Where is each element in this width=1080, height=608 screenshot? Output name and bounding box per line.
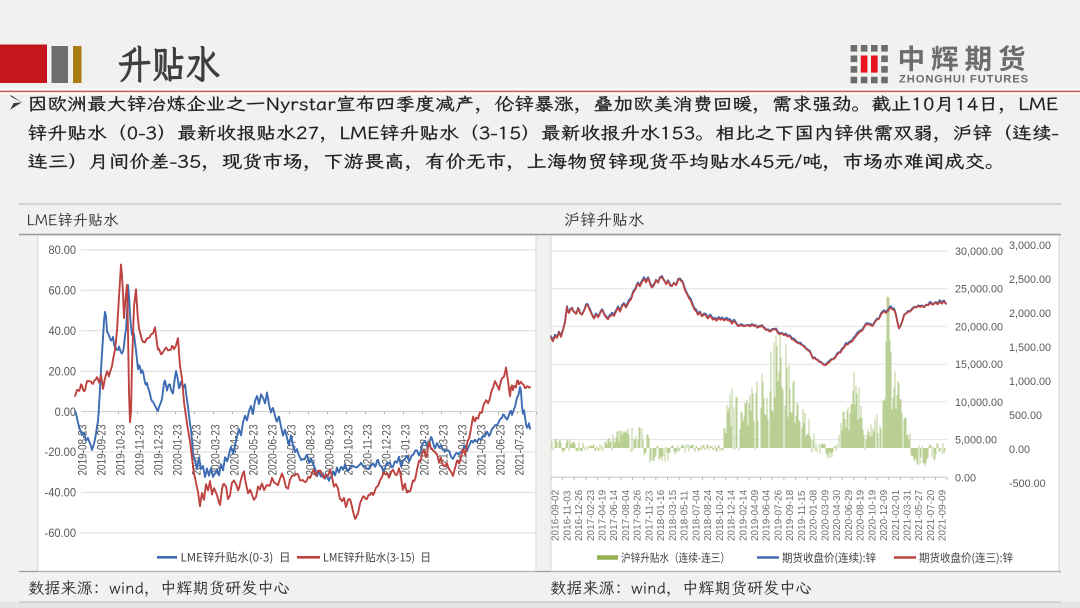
svg-text:2019-09-23: 2019-09-23 <box>95 424 109 475</box>
svg-text:2021-02-01: 2021-02-01 <box>891 489 902 541</box>
svg-text:2019-10-23: 2019-10-23 <box>114 424 128 475</box>
svg-text:2018-03-15: 2018-03-15 <box>668 489 679 541</box>
svg-text:0.00: 0.00 <box>55 405 77 419</box>
svg-text:2016-12-26: 2016-12-26 <box>574 489 585 541</box>
svg-text:2020-03-09: 2020-03-09 <box>820 489 831 541</box>
svg-text:5,000.00: 5,000.00 <box>955 435 997 447</box>
svg-text:2018-08-24: 2018-08-24 <box>703 489 714 541</box>
svg-text:2020-06-29: 2020-06-29 <box>844 489 855 541</box>
svg-text:2020-10-23: 2020-10-23 <box>342 424 356 475</box>
svg-text:2017-02-23: 2017-02-23 <box>586 489 597 541</box>
svg-text:20,000.00: 20,000.00 <box>955 321 1003 333</box>
svg-text:80.00: 80.00 <box>49 243 77 257</box>
svg-text:2018-07-04: 2018-07-04 <box>691 489 702 541</box>
svg-text:2,000.00: 2,000.00 <box>1009 308 1051 320</box>
svg-text:3,000.00: 3,000.00 <box>1009 240 1051 252</box>
svg-text:2019-07-26: 2019-07-26 <box>774 489 785 541</box>
svg-text:2019-02-14: 2019-02-14 <box>738 489 749 541</box>
svg-text:1,000.00: 1,000.00 <box>1009 376 1051 388</box>
svg-text:10,000.00: 10,000.00 <box>955 397 1003 409</box>
svg-text:2020-10-19: 2020-10-19 <box>867 489 878 541</box>
svg-text:2019-08-23: 2019-08-23 <box>76 424 90 475</box>
svg-text:60.00: 60.00 <box>49 284 77 298</box>
svg-text:ZHONGHUI FUTURES: ZHONGHUI FUTURES <box>899 74 1029 86</box>
svg-text:2019-09-18: 2019-09-18 <box>785 489 796 541</box>
svg-text:-500.00: -500.00 <box>1009 478 1046 490</box>
svg-text:2020-05-23: 2020-05-23 <box>247 424 261 475</box>
svg-text:2021-03-31: 2021-03-31 <box>903 489 914 541</box>
svg-text:2020-03-23: 2020-03-23 <box>209 424 223 475</box>
svg-text:-40.00: -40.00 <box>45 486 77 500</box>
svg-text:2021-09-09: 2021-09-09 <box>938 489 949 541</box>
svg-text:2017-08-04: 2017-08-04 <box>621 489 632 541</box>
svg-text:0.00: 0.00 <box>955 472 976 484</box>
svg-text:2021-06-23: 2021-06-23 <box>494 424 508 475</box>
svg-text:500.00: 500.00 <box>1009 410 1042 422</box>
svg-text:2020-08-23: 2020-08-23 <box>304 424 318 475</box>
svg-text:-20.00: -20.00 <box>45 445 77 459</box>
svg-text:40.00: 40.00 <box>49 324 77 338</box>
svg-text:2017-06-14: 2017-06-14 <box>609 489 620 541</box>
svg-text:2021-07-20: 2021-07-20 <box>926 489 937 541</box>
svg-text:2018-05-11: 2018-05-11 <box>680 490 691 541</box>
svg-text:30,000.00: 30,000.00 <box>955 246 1003 258</box>
svg-text:2020-06-23: 2020-06-23 <box>266 424 280 475</box>
svg-text:2,500.00: 2,500.00 <box>1009 274 1051 286</box>
svg-text:2019-11-15: 2019-11-15 <box>797 490 808 541</box>
svg-text:2020-09-23: 2020-09-23 <box>323 424 337 475</box>
svg-text:2019-11-23: 2019-11-23 <box>133 424 147 475</box>
svg-text:0.00: 0.00 <box>1009 444 1030 456</box>
svg-text:15,000.00: 15,000.00 <box>955 359 1003 371</box>
svg-text:2019-04-09: 2019-04-09 <box>750 489 761 541</box>
svg-text:2020-01-23: 2020-01-23 <box>171 424 185 475</box>
svg-text:2016-11-03: 2016-11-03 <box>562 490 573 541</box>
svg-text:2021-05-27: 2021-05-27 <box>914 489 925 541</box>
svg-text:-60.00: -60.00 <box>45 526 77 540</box>
svg-text:2019-12-23: 2019-12-23 <box>152 424 166 475</box>
svg-text:25,000.00: 25,000.00 <box>955 284 1003 296</box>
svg-text:2017-11-23: 2017-11-23 <box>644 490 655 541</box>
svg-text:2019-06-04: 2019-06-04 <box>762 489 773 541</box>
svg-text:2020-04-30: 2020-04-30 <box>832 489 843 541</box>
svg-text:2018-10-24: 2018-10-24 <box>715 489 726 541</box>
svg-text:2020-11-23: 2020-11-23 <box>361 424 375 475</box>
svg-text:2018-01-16: 2018-01-16 <box>656 489 667 541</box>
svg-text:2017-04-19: 2017-04-19 <box>598 489 609 541</box>
svg-text:2020-08-19: 2020-08-19 <box>856 489 867 541</box>
svg-text:2017-09-26: 2017-09-26 <box>633 489 644 541</box>
svg-text:20.00: 20.00 <box>49 364 77 378</box>
svg-text:2016-09-02: 2016-09-02 <box>551 489 562 541</box>
svg-text:2021-07-23: 2021-07-23 <box>513 424 527 475</box>
svg-text:2020-01-08: 2020-01-08 <box>809 489 820 541</box>
svg-text:1,500.00: 1,500.00 <box>1009 342 1051 354</box>
svg-text:2020-12-09: 2020-12-09 <box>879 489 890 541</box>
svg-text:2018-12-14: 2018-12-14 <box>727 489 738 541</box>
svg-text:2021-01-23: 2021-01-23 <box>399 424 413 475</box>
svg-text:2020-07-23: 2020-07-23 <box>285 424 299 475</box>
